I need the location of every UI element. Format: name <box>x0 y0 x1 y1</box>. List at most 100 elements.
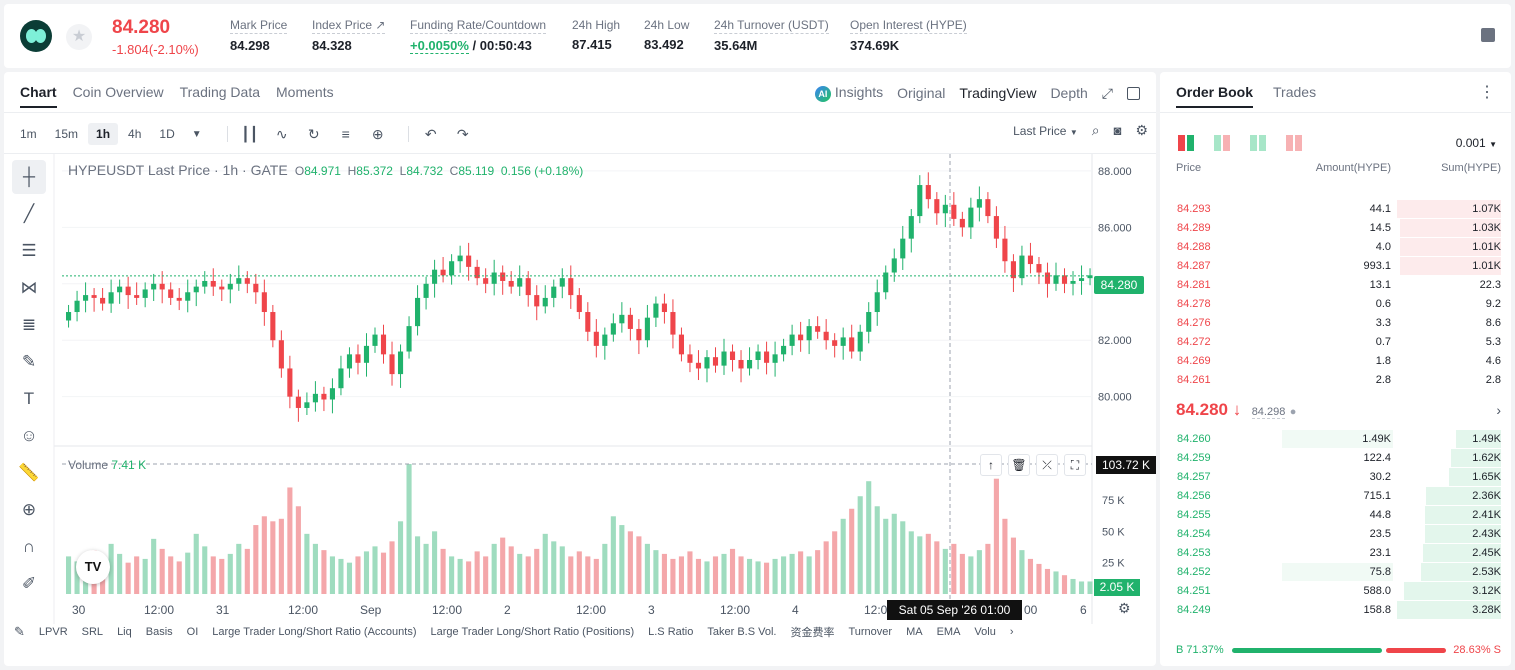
tab-moments[interactable]: Moments <box>276 84 334 100</box>
trash-icon[interactable]: 🗑 <box>1008 454 1030 476</box>
horizontal-lines-icon[interactable]: ☰ <box>21 241 37 260</box>
bid-row[interactable]: 84.256 715.1 2.36K <box>1160 487 1511 506</box>
indicator-lt-accounts[interactable]: Large Trader Long/Short Ratio (Accounts) <box>212 626 417 638</box>
expand-icon[interactable]: ⤢ <box>1101 84 1113 101</box>
search-icon[interactable]: ⌕ <box>1091 122 1100 138</box>
price-source-select[interactable]: Last Price ▼ <box>1013 124 1078 138</box>
indicator-volume[interactable]: Volu <box>974 626 996 638</box>
magnet-icon[interactable]: ∩ <box>22 537 36 556</box>
tab-order-book[interactable]: Order Book <box>1176 84 1254 108</box>
insights-button[interactable]: AI Insights <box>814 84 883 102</box>
indicator-liq[interactable]: Liq <box>117 626 132 638</box>
ask-row[interactable]: 84.287 993.1 1.01K <box>1160 257 1511 276</box>
emoji-icon[interactable]: ☺ <box>20 426 38 445</box>
bid-row[interactable]: 84.252 75.8 2.53K <box>1160 563 1511 582</box>
timeframe-1d[interactable]: 1D <box>159 127 175 141</box>
maximize-pane-icon[interactable]: ⛶ <box>1064 454 1086 476</box>
indicator-lt-positions[interactable]: Large Trader Long/Short Ratio (Positions… <box>430 626 635 638</box>
stat-label[interactable]: Index Price ↗ <box>312 18 386 34</box>
indicator-ma[interactable]: MA <box>906 626 923 638</box>
camera-icon[interactable]: ◙ <box>1113 123 1122 138</box>
ask-row[interactable]: 84.293 44.1 1.07K <box>1160 200 1511 219</box>
text-tool-icon[interactable]: T <box>23 389 35 408</box>
indicator-oi[interactable]: OI <box>186 626 199 638</box>
ask-row[interactable]: 84.269 1.8 4.6 <box>1160 352 1511 371</box>
indicator-lpvr[interactable]: LPVR <box>38 626 68 638</box>
arrow-up-icon[interactable]: ↑ <box>980 454 1002 476</box>
book-icon[interactable] <box>1481 28 1495 42</box>
pattern-icon[interactable]: ⋈ <box>20 278 38 297</box>
settings-gear-icon[interactable]: ⚙ <box>1118 600 1131 616</box>
view-depth[interactable]: Depth <box>1050 85 1088 101</box>
funding-rate-value[interactable]: +0.0050% <box>410 38 469 54</box>
trendline-icon[interactable]: ╱ <box>23 204 35 223</box>
candle-type-icon[interactable]: ┃┃ <box>241 125 259 142</box>
zoom-in-icon[interactable]: ⊕ <box>21 500 37 519</box>
fib-icon[interactable]: ≣ <box>21 315 37 334</box>
undo-icon[interactable]: ↶ <box>424 125 437 142</box>
edit-indicators-icon[interactable]: ✎ <box>14 624 25 639</box>
chevron-right-icon[interactable]: › <box>1496 402 1501 418</box>
stat-label[interactable]: Open Interest (HYPE) <box>850 18 967 34</box>
pencil-lock-icon[interactable]: ✐ <box>21 574 37 593</box>
ask-row[interactable]: 84.281 13.1 22.3 <box>1160 276 1511 295</box>
ask-row[interactable]: 84.261 2.8 2.8 <box>1160 371 1511 390</box>
redo-icon[interactable]: ↷ <box>456 125 469 142</box>
stat-label[interactable]: Mark Price <box>230 18 288 34</box>
stat-label[interactable]: Funding Rate/Countdown <box>410 18 547 34</box>
window-icon[interactable] <box>1127 86 1140 100</box>
tab-trades[interactable]: Trades <box>1273 84 1317 100</box>
brush-icon[interactable]: ✎ <box>21 352 37 371</box>
tab-chart[interactable]: Chart <box>20 84 57 108</box>
timeframe-15m[interactable]: 15m <box>54 127 79 141</box>
templates-icon[interactable]: ≡ <box>341 126 350 142</box>
tab-trading-data[interactable]: Trading Data <box>179 84 261 100</box>
price-step-select[interactable]: 0.001 ▼ <box>1456 136 1497 150</box>
ask-row[interactable]: 84.272 0.7 5.3 <box>1160 333 1511 352</box>
timeframe-dropdown-icon[interactable]: ▼ <box>191 128 202 140</box>
ask-row[interactable]: 84.278 0.6 9.2 <box>1160 295 1511 314</box>
mode-mixed-icon[interactable] <box>1214 135 1230 151</box>
favorite-star-icon[interactable]: ★ <box>66 24 92 50</box>
bid-row[interactable]: 84.249 158.8 3.28K <box>1160 601 1511 620</box>
view-tradingview[interactable]: TradingView <box>959 85 1037 101</box>
indicator-taker-vol[interactable]: Taker B.S Vol. <box>707 626 777 638</box>
ask-row[interactable]: 84.276 3.3 8.6 <box>1160 314 1511 333</box>
bid-row[interactable]: 84.253 23.1 2.45K <box>1160 544 1511 563</box>
bid-row[interactable]: 84.254 23.5 2.43K <box>1160 525 1511 544</box>
tradingview-logo-icon[interactable]: TV <box>76 550 110 584</box>
indicator-basis[interactable]: Basis <box>145 626 173 638</box>
indicators-icon[interactable]: ∿ <box>275 125 288 142</box>
indicator-ema[interactable]: EMA <box>936 626 961 638</box>
bid-row[interactable]: 84.255 44.8 2.41K <box>1160 506 1511 525</box>
collapse-icon[interactable]: ⤫ <box>1036 454 1058 476</box>
mode-bids-icon[interactable] <box>1250 135 1266 151</box>
bid-row[interactable]: 84.257 30.2 1.65K <box>1160 468 1511 487</box>
ask-row[interactable]: 84.289 14.5 1.03K <box>1160 219 1511 238</box>
indicator-funding[interactable]: 资金费率 <box>790 627 835 639</box>
bid-row[interactable]: 84.251 588.0 3.12K <box>1160 582 1511 601</box>
ruler-icon[interactable]: 📏 <box>18 463 40 482</box>
more-menu-icon[interactable]: ⋮ <box>1479 84 1495 101</box>
timeframe-1m[interactable]: 1m <box>20 127 37 141</box>
mode-asks-icon[interactable] <box>1286 135 1302 151</box>
stat-label[interactable]: 24h Turnover (USDT) <box>714 18 829 34</box>
timeframe-4h[interactable]: 4h <box>128 127 142 141</box>
mid-price-row[interactable]: 84.280 ↓ 84.298 ● › <box>1176 400 1501 420</box>
indicator-ls-ratio[interactable]: L.S Ratio <box>648 626 694 638</box>
indicator-srl[interactable]: SRL <box>81 626 104 638</box>
tab-coin-overview[interactable]: Coin Overview <box>72 84 164 100</box>
bid-row[interactable]: 84.259 122.4 1.62K <box>1160 449 1511 468</box>
crosshair-icon[interactable]: ┼ <box>12 160 46 194</box>
add-alert-icon[interactable]: ⊕ <box>371 125 384 142</box>
ask-row[interactable]: 84.288 4.0 1.01K <box>1160 238 1511 257</box>
gear-icon[interactable]: ⚙ <box>1135 122 1148 138</box>
chevron-right-icon[interactable]: › <box>1009 626 1014 638</box>
indicator-turnover[interactable]: Turnover <box>848 626 893 638</box>
mode-both-icon[interactable] <box>1178 135 1194 151</box>
view-original[interactable]: Original <box>897 85 946 101</box>
replay-icon[interactable]: ↻ <box>307 125 320 142</box>
bid-row[interactable]: 84.260 1.49K 1.49K <box>1160 430 1511 449</box>
timeframe-1h[interactable]: 1h <box>88 123 119 145</box>
